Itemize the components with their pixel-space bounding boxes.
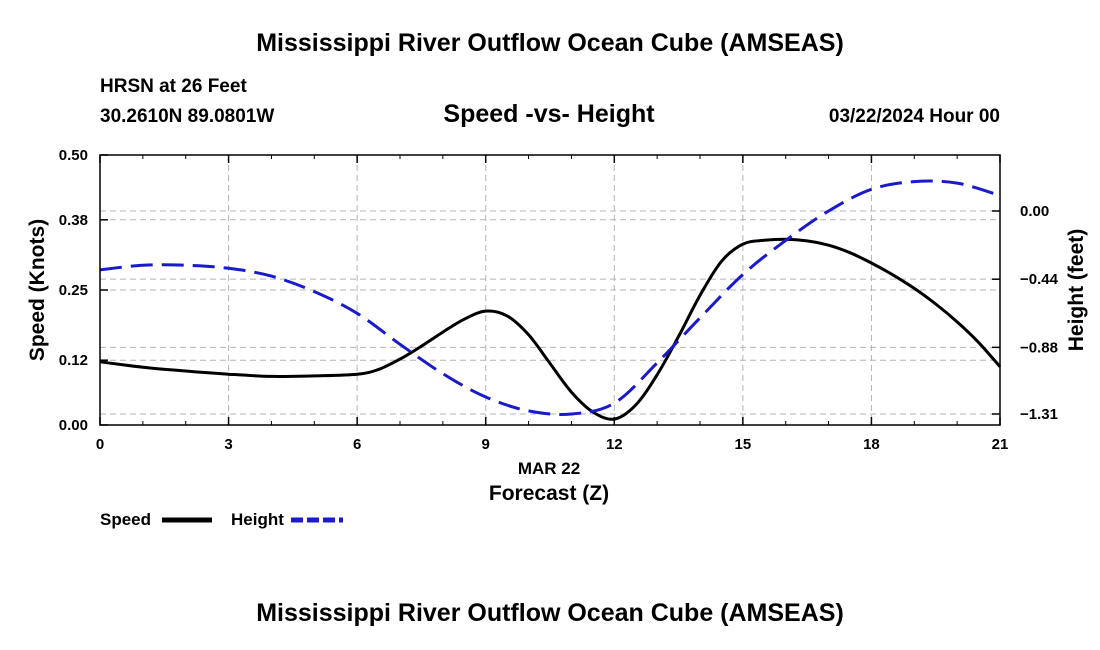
y-left-axis-label: Speed (Knots)	[26, 219, 49, 361]
grid-lines	[100, 154, 1000, 425]
station-label: HRSN at 26 Feet	[100, 76, 247, 97]
x-tick-label: 6	[353, 436, 361, 453]
x-sublabel: MAR 22	[518, 459, 580, 478]
y-right-tick-label: 0.00	[1020, 203, 1049, 220]
x-tick-label: 3	[224, 436, 232, 453]
speed-series-line	[99, 237, 1002, 421]
page-title: Mississippi River Outflow Ocean Cube (AM…	[256, 29, 844, 57]
y-left-tick-label: 0.12	[59, 352, 88, 369]
y-right-tick-label: −1.31	[1020, 406, 1058, 423]
height-series-line	[99, 179, 1001, 416]
y-left-tick-label: 0.00	[59, 417, 88, 434]
y-right-tick-label: −0.44	[1020, 271, 1059, 288]
legend-height-label: Height	[231, 510, 284, 529]
x-tick-label: 0	[96, 436, 104, 453]
date-label: 03/22/2024 Hour 00	[828, 106, 1000, 127]
x-axis-label: Forecast (Z)	[489, 482, 609, 505]
y-left-tick-label: 0.25	[59, 282, 88, 299]
y-left-tick-label: 0.38	[59, 212, 88, 229]
y-right-axis-label: Height (feet)	[1065, 229, 1088, 352]
axis-ticks: 0 3 6 9 12 15 18 21 0.00 0.12 0.25 0.38 0.50 0.00 −0.4…	[59, 147, 1059, 453]
x-tick-label: 15	[735, 436, 752, 453]
chart-title: Speed -vs- Height	[443, 100, 655, 128]
x-tick-label: 12	[606, 436, 623, 453]
series-lines	[99, 179, 1002, 421]
x-tick-label: 21	[992, 436, 1009, 453]
legend: Speed Height	[100, 510, 343, 529]
coordinates-label: 30.2610N 89.0801W	[100, 106, 275, 127]
y-left-tick-label: 0.50	[59, 147, 88, 164]
footer-title: Mississippi River Outflow Ocean Cube (AM…	[256, 599, 844, 627]
x-tick-label: 18	[863, 436, 880, 453]
y-right-tick-label: −0.88	[1020, 339, 1058, 356]
legend-speed-label: Speed	[100, 510, 151, 529]
x-tick-label: 9	[482, 436, 490, 453]
